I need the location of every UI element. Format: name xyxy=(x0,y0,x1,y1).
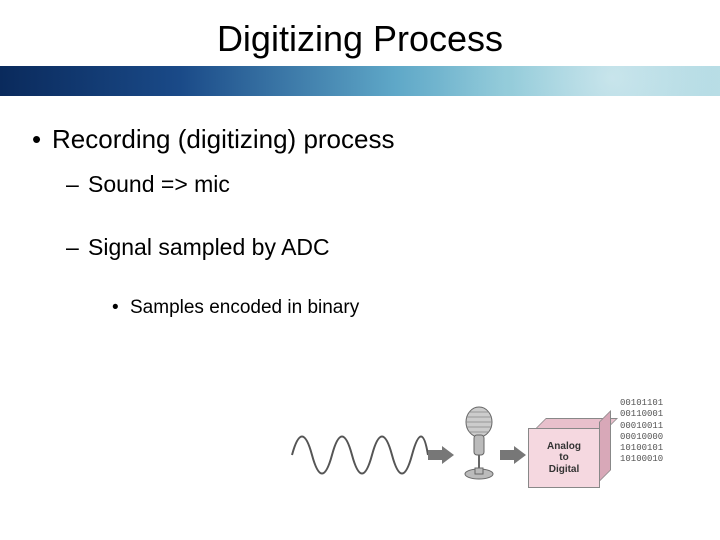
title-band xyxy=(0,66,720,96)
bullet-level1: Recording (digitizing) process xyxy=(32,124,688,155)
adc-box-side xyxy=(599,410,611,482)
bullet-level3-samples: Samples encoded in binary xyxy=(130,297,688,319)
arrow-mic-to-adc-icon xyxy=(500,446,528,466)
adc-label-line3: Digital xyxy=(549,464,580,476)
sine-wave-icon xyxy=(290,410,430,500)
microphone-icon xyxy=(458,406,500,484)
bullet-level2-signal: Signal sampled by ADC xyxy=(88,234,688,261)
adc-label-line1: Analog xyxy=(547,441,581,453)
digitizing-diagram: Analog to Digital 00101101 00110001 0001… xyxy=(290,398,690,508)
binary-output: 00101101 00110001 00010011 00010000 1010… xyxy=(620,398,663,466)
content-area: Recording (digitizing) process Sound => … xyxy=(0,96,720,319)
bullet-level2-sound: Sound => mic xyxy=(88,171,688,198)
adc-box-face: Analog to Digital xyxy=(528,428,600,488)
adc-label-line2: to xyxy=(559,452,568,464)
arrow-wave-to-mic-icon xyxy=(428,446,456,466)
adc-box: Analog to Digital xyxy=(528,418,612,488)
slide-title: Digitizing Process xyxy=(0,0,720,66)
